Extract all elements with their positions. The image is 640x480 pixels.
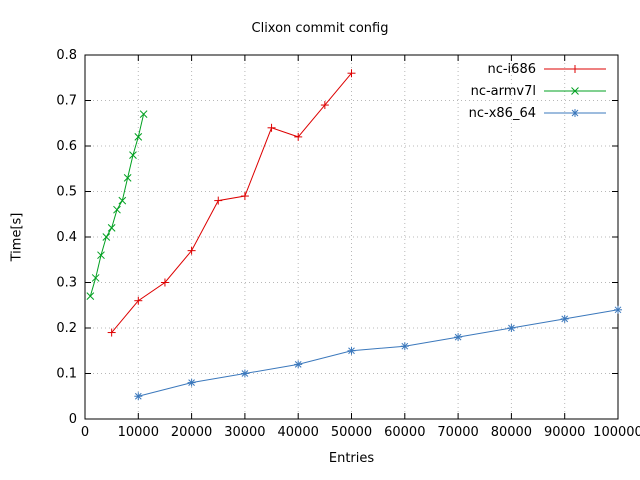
legend-label: nc-x86_64 [469,106,536,121]
x-tick-label: 40000 [278,425,319,440]
legend-label: nc-i686 [487,62,536,77]
series-line [111,72,352,333]
series-line [138,309,619,397]
series-nc-x86_64 [134,305,622,401]
y-tick-label: 0.5 [56,185,77,200]
x-tick-label: 90000 [544,425,585,440]
grid-lines [84,54,619,420]
y-tick-label: 0.8 [56,48,77,63]
legend: nc-i686 nc-armv7l nc-x86_64 [469,62,606,121]
x-tick-label: 70000 [437,425,478,440]
x-axis-label: Entries [328,451,375,466]
legend-sample [544,87,606,95]
x-tick-label: 10000 [118,425,159,440]
legend-item-nc-armv7l: nc-armv7l [471,84,606,99]
x-tick-label: 80000 [491,425,532,440]
x-tick-label: 30000 [224,425,265,440]
x-tick-label: 100000 [593,425,640,440]
legend-sample [544,109,606,117]
x-tick-label: 50000 [331,425,372,440]
axis-ticks [84,54,619,420]
x-tick-label: 20000 [171,425,212,440]
chart-title: Clixon commit config [251,21,389,36]
series-line [89,114,145,297]
plot-border [84,54,619,420]
y-tick-label: 0.4 [56,230,77,245]
x-tick-label: 60000 [384,425,425,440]
legend-label: nc-armv7l [471,84,536,99]
series-nc-i686 [107,69,356,337]
legend-item-nc-i686: nc-i686 [487,62,606,77]
tick-labels: 0 10000 20000 30000 40000 50000 60000 70000 8000… [56,48,640,440]
legend-item-nc-x86_64: nc-x86_64 [469,106,606,121]
legend-sample [544,65,606,73]
series-nc-armv7l [86,110,148,301]
y-tick-label: 0.3 [56,276,77,291]
y-tick-label: 0.2 [56,321,77,336]
y-tick-label: 0 [69,412,77,427]
y-tick-label: 0.1 [56,367,77,382]
y-tick-label: 0.6 [56,139,77,154]
x-tick-label: 0 [81,425,89,440]
y-tick-label: 0.7 [56,94,77,109]
